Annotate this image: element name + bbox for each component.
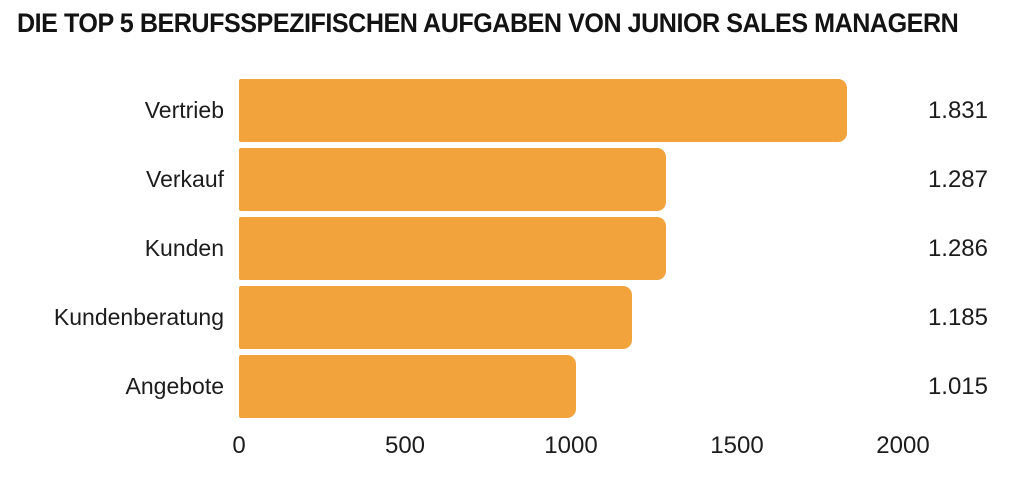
bar bbox=[239, 286, 633, 349]
bar-rows: Vertrieb 1.831 Verkauf 1.287 Kunden 1.286 Kund… bbox=[0, 79, 1014, 424]
chart-row: Vertrieb 1.831 bbox=[0, 79, 1014, 142]
value-label: 1.287 bbox=[927, 165, 988, 193]
bar-track bbox=[239, 355, 903, 418]
category-label: Verkauf bbox=[146, 166, 224, 192]
chart-title: DIE TOP 5 BERUFSSPEZIFISCHEN AUFGABEN VO… bbox=[17, 8, 959, 38]
x-axis: 0 500 1000 1500 2000 bbox=[232, 432, 929, 464]
category-label: Kunden bbox=[144, 235, 224, 261]
bar bbox=[239, 355, 576, 418]
value-label: 1.831 bbox=[927, 96, 988, 124]
x-axis-tick-label: 0 bbox=[232, 432, 246, 459]
bar-track bbox=[239, 217, 903, 280]
bar bbox=[239, 148, 667, 211]
chart-row: Kunden 1.286 bbox=[0, 217, 1014, 280]
category-label: Kundenberatung bbox=[53, 304, 224, 330]
value-label: 1.286 bbox=[927, 234, 988, 262]
bar-track bbox=[239, 148, 903, 211]
chart-row: Verkauf 1.287 bbox=[0, 148, 1014, 211]
value-label: 1.015 bbox=[927, 372, 988, 400]
x-axis-tick-label: 2000 bbox=[876, 432, 930, 459]
bar bbox=[239, 79, 847, 142]
bar-track bbox=[239, 79, 903, 142]
x-axis-tick-label: 1500 bbox=[710, 432, 764, 459]
chart-row: Kundenberatung 1.185 bbox=[0, 286, 1014, 349]
category-label: Vertrieb bbox=[144, 97, 224, 123]
bar bbox=[239, 217, 666, 280]
chart-row: Angebote 1.015 bbox=[0, 355, 1014, 418]
category-label: Angebote bbox=[125, 373, 224, 399]
bar-track bbox=[239, 286, 903, 349]
x-axis-tick-label: 1000 bbox=[544, 432, 598, 459]
value-label: 1.185 bbox=[927, 303, 988, 331]
x-axis-tick-label: 500 bbox=[384, 432, 426, 459]
